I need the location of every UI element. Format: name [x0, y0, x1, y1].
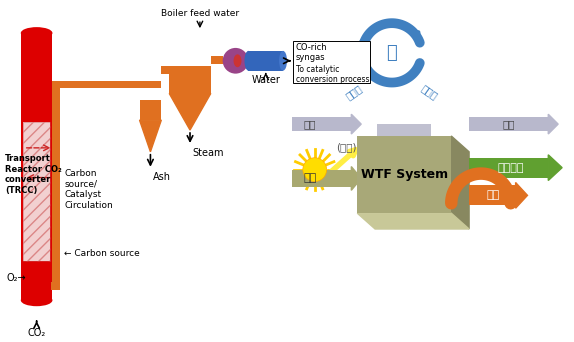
- Text: 电力: 电力: [487, 190, 500, 200]
- Text: 液体燃料: 液体燃料: [498, 163, 524, 173]
- Text: Water: Water: [251, 75, 280, 84]
- Polygon shape: [451, 136, 469, 229]
- Bar: [469, 158, 548, 177]
- Bar: [52, 81, 161, 89]
- Text: ← Carbon source: ← Carbon source: [64, 249, 140, 258]
- Polygon shape: [548, 114, 558, 134]
- Text: 尾气: 尾气: [502, 119, 515, 129]
- Ellipse shape: [21, 294, 52, 306]
- Text: O₂→: O₂→: [7, 274, 26, 284]
- Bar: [23, 122, 51, 261]
- Text: 排出水: 排出水: [420, 82, 440, 101]
- Text: (可选): (可选): [336, 142, 357, 152]
- Bar: [139, 100, 161, 120]
- Bar: [292, 170, 351, 187]
- Ellipse shape: [279, 51, 287, 71]
- Text: Carbon
source/
Catalyst
Circulation: Carbon source/ Catalyst Circulation: [64, 169, 113, 210]
- Polygon shape: [357, 213, 469, 229]
- Ellipse shape: [21, 27, 52, 39]
- Bar: [161, 66, 169, 74]
- Bar: [293, 41, 370, 82]
- Bar: [249, 51, 283, 71]
- Polygon shape: [169, 93, 211, 130]
- Polygon shape: [548, 155, 562, 181]
- Text: 补充水: 补充水: [344, 82, 364, 101]
- Text: To catalytic
conversion process: To catalytic conversion process: [296, 65, 370, 84]
- Text: Ash: Ash: [153, 172, 172, 182]
- Text: Steam: Steam: [192, 148, 223, 158]
- Polygon shape: [351, 114, 361, 134]
- Bar: [469, 185, 515, 205]
- Text: CO₂: CO₂: [28, 328, 46, 338]
- Text: 空气: 空气: [304, 119, 316, 129]
- Bar: [52, 282, 60, 290]
- Polygon shape: [515, 183, 528, 208]
- Bar: [377, 124, 432, 136]
- Bar: [292, 117, 351, 131]
- Bar: [211, 56, 223, 64]
- Circle shape: [223, 48, 249, 74]
- Bar: [357, 136, 451, 213]
- Bar: [469, 117, 548, 131]
- Bar: [21, 33, 52, 300]
- Bar: [23, 122, 51, 261]
- Polygon shape: [351, 167, 361, 190]
- Ellipse shape: [234, 54, 242, 67]
- Ellipse shape: [245, 51, 253, 71]
- Circle shape: [303, 158, 327, 182]
- Text: Boiler feed water: Boiler feed water: [161, 9, 239, 18]
- Text: CO-rich
syngas: CO-rich syngas: [296, 43, 328, 62]
- Text: 水: 水: [386, 44, 397, 62]
- Text: WTF System: WTF System: [360, 168, 448, 181]
- Text: 垃圾: 垃圾: [303, 173, 316, 183]
- Text: Transport
Reactor CO₂
converter
(TRCC): Transport Reactor CO₂ converter (TRCC): [5, 155, 61, 195]
- Bar: [52, 81, 60, 290]
- Bar: [169, 66, 211, 93]
- Polygon shape: [139, 120, 161, 152]
